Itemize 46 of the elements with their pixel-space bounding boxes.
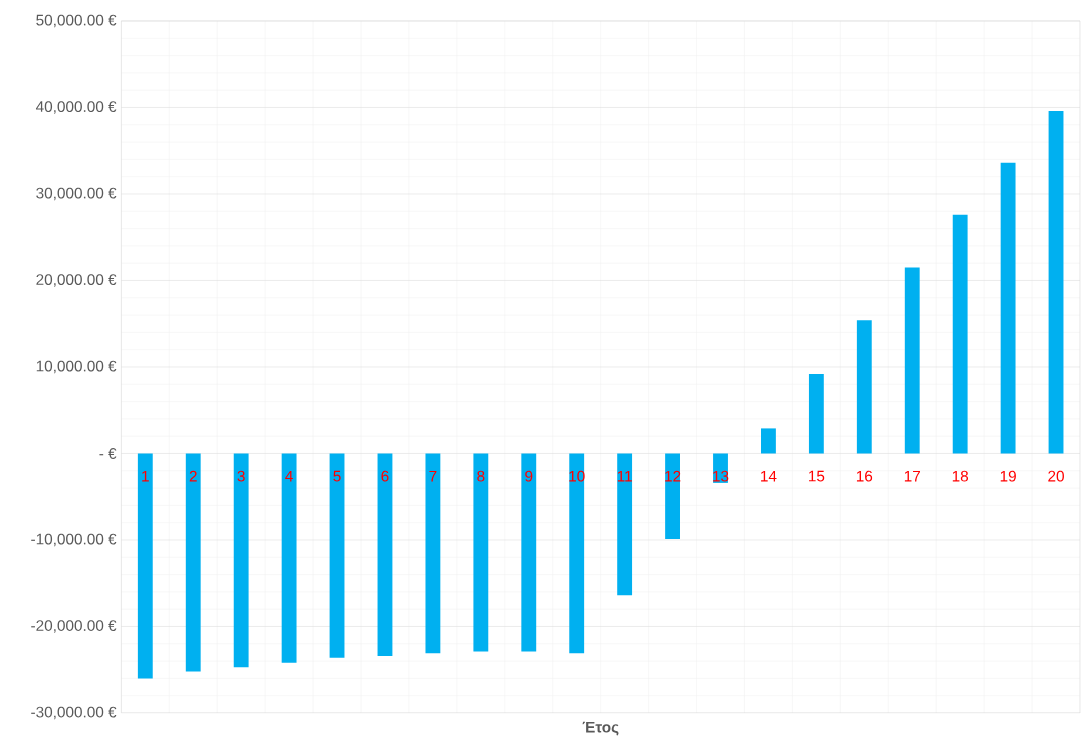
y-tick-label: -30,000.00 €: [31, 706, 117, 720]
y-tick-label: 30,000.00 €: [36, 187, 117, 201]
bar: [329, 453, 345, 658]
y-tick-label: 40,000.00 €: [35, 101, 117, 114]
bar: [665, 453, 680, 540]
x-tick-label: 17: [904, 470, 920, 482]
y-tick-label: -20,000.00 €: [31, 620, 117, 633]
x-tick-label: 7: [429, 470, 437, 482]
bar: [569, 453, 585, 654]
bar: [473, 453, 489, 652]
y-tick-label: - €: [99, 448, 117, 459]
x-tick-label: 5: [333, 470, 341, 482]
x-tick-label: 6: [381, 470, 389, 482]
x-tick-label: 8: [477, 470, 485, 482]
bar: [377, 453, 393, 656]
bar: [1048, 110, 1064, 454]
bar: [185, 453, 201, 672]
bar: [856, 320, 872, 454]
bar: [617, 453, 633, 596]
bar: [808, 373, 824, 454]
y-tick-label: -10,000.00 €: [31, 533, 117, 547]
x-tick-label: 11: [617, 470, 632, 482]
bar: [1000, 162, 1016, 454]
x-tick-label: 1: [142, 470, 149, 482]
y-tick-label: 50,000.00 €: [36, 14, 117, 28]
x-tick-label: 19: [1000, 470, 1016, 482]
bar: [952, 214, 968, 454]
x-axis-title: Έτος: [582, 721, 619, 736]
y-tick-label: 10,000.00 €: [36, 360, 117, 374]
x-tick-label: 20: [1048, 470, 1064, 482]
x-tick-label: 18: [952, 470, 969, 482]
bar: [281, 453, 297, 663]
bar: [233, 453, 249, 668]
x-tick-label: 3: [237, 470, 245, 482]
bar: [761, 428, 776, 454]
bar: [137, 453, 153, 679]
bar: [521, 453, 537, 652]
bar: [904, 267, 920, 454]
x-tick-label: 16: [856, 470, 873, 482]
bar: [425, 453, 441, 654]
x-tick-label: 9: [525, 470, 533, 482]
y-tick-label: 20,000.00 €: [36, 274, 117, 287]
x-tick-label: 15: [809, 470, 825, 482]
x-tick-label: 4: [285, 470, 293, 482]
x-tick-label: 2: [189, 470, 197, 482]
x-tick-label: 14: [761, 470, 777, 482]
